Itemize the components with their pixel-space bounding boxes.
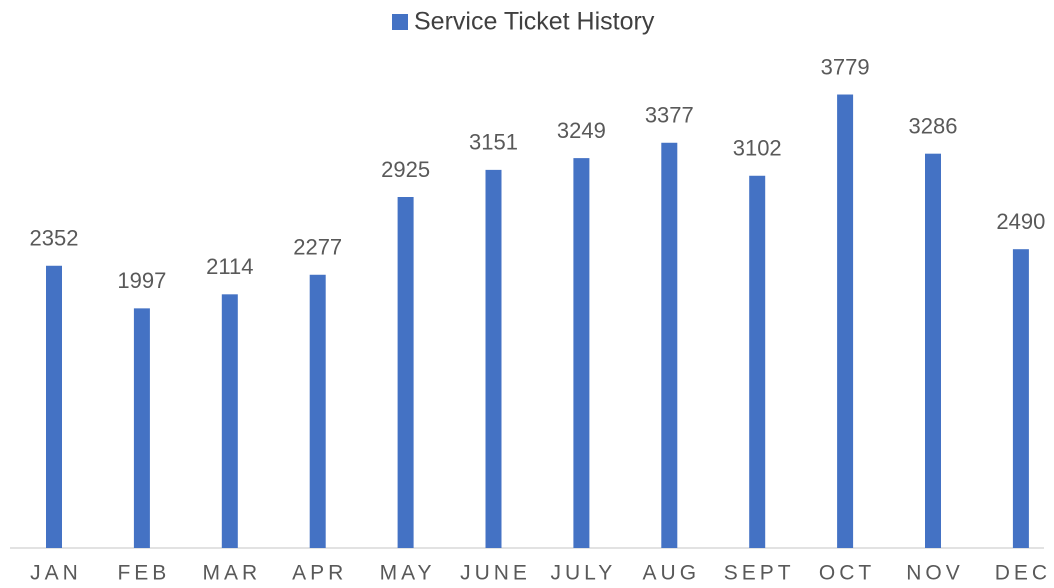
bar bbox=[749, 175, 766, 548]
bar bbox=[837, 94, 854, 549]
data-label: 2352 bbox=[30, 226, 79, 251]
x-tick-label: NOV bbox=[906, 562, 964, 585]
x-tick-label: FEB bbox=[117, 562, 170, 585]
legend-swatch bbox=[392, 14, 408, 30]
data-label: 3779 bbox=[821, 54, 870, 79]
bar bbox=[397, 197, 414, 548]
data-label: 3249 bbox=[557, 118, 606, 143]
data-label: 1997 bbox=[117, 268, 166, 293]
x-tick-label: APR bbox=[292, 562, 347, 585]
x-tick-label: SEPT bbox=[724, 562, 795, 585]
data-label: 2114 bbox=[206, 254, 253, 279]
data-label: 2490 bbox=[996, 209, 1045, 234]
legend-label: Service Ticket History bbox=[414, 8, 655, 36]
data-label: 3286 bbox=[909, 113, 958, 138]
x-tick-label: AUG bbox=[643, 562, 701, 585]
data-label: 3102 bbox=[733, 136, 782, 161]
x-tick-label: MAR bbox=[202, 562, 261, 585]
bar bbox=[46, 265, 62, 548]
data-label: 3151 bbox=[469, 130, 518, 155]
bar bbox=[661, 142, 678, 548]
data-label: 3377 bbox=[645, 103, 694, 128]
bar bbox=[573, 158, 590, 548]
data-label: 2277 bbox=[293, 235, 342, 260]
x-tick-label: MAY bbox=[380, 562, 436, 585]
bar bbox=[309, 274, 326, 548]
bar bbox=[1012, 249, 1029, 548]
bar bbox=[925, 153, 941, 548]
x-tick-label: OCT bbox=[819, 562, 875, 585]
x-tick-label: JULY bbox=[551, 562, 617, 585]
x-tick-label: DEC bbox=[995, 562, 1051, 585]
x-tick-label: JAN bbox=[30, 562, 82, 585]
bar bbox=[221, 294, 238, 548]
x-tick-label: JUNE bbox=[460, 562, 531, 585]
bar bbox=[485, 169, 502, 548]
data-label: 2925 bbox=[381, 157, 430, 182]
bar bbox=[133, 308, 150, 548]
